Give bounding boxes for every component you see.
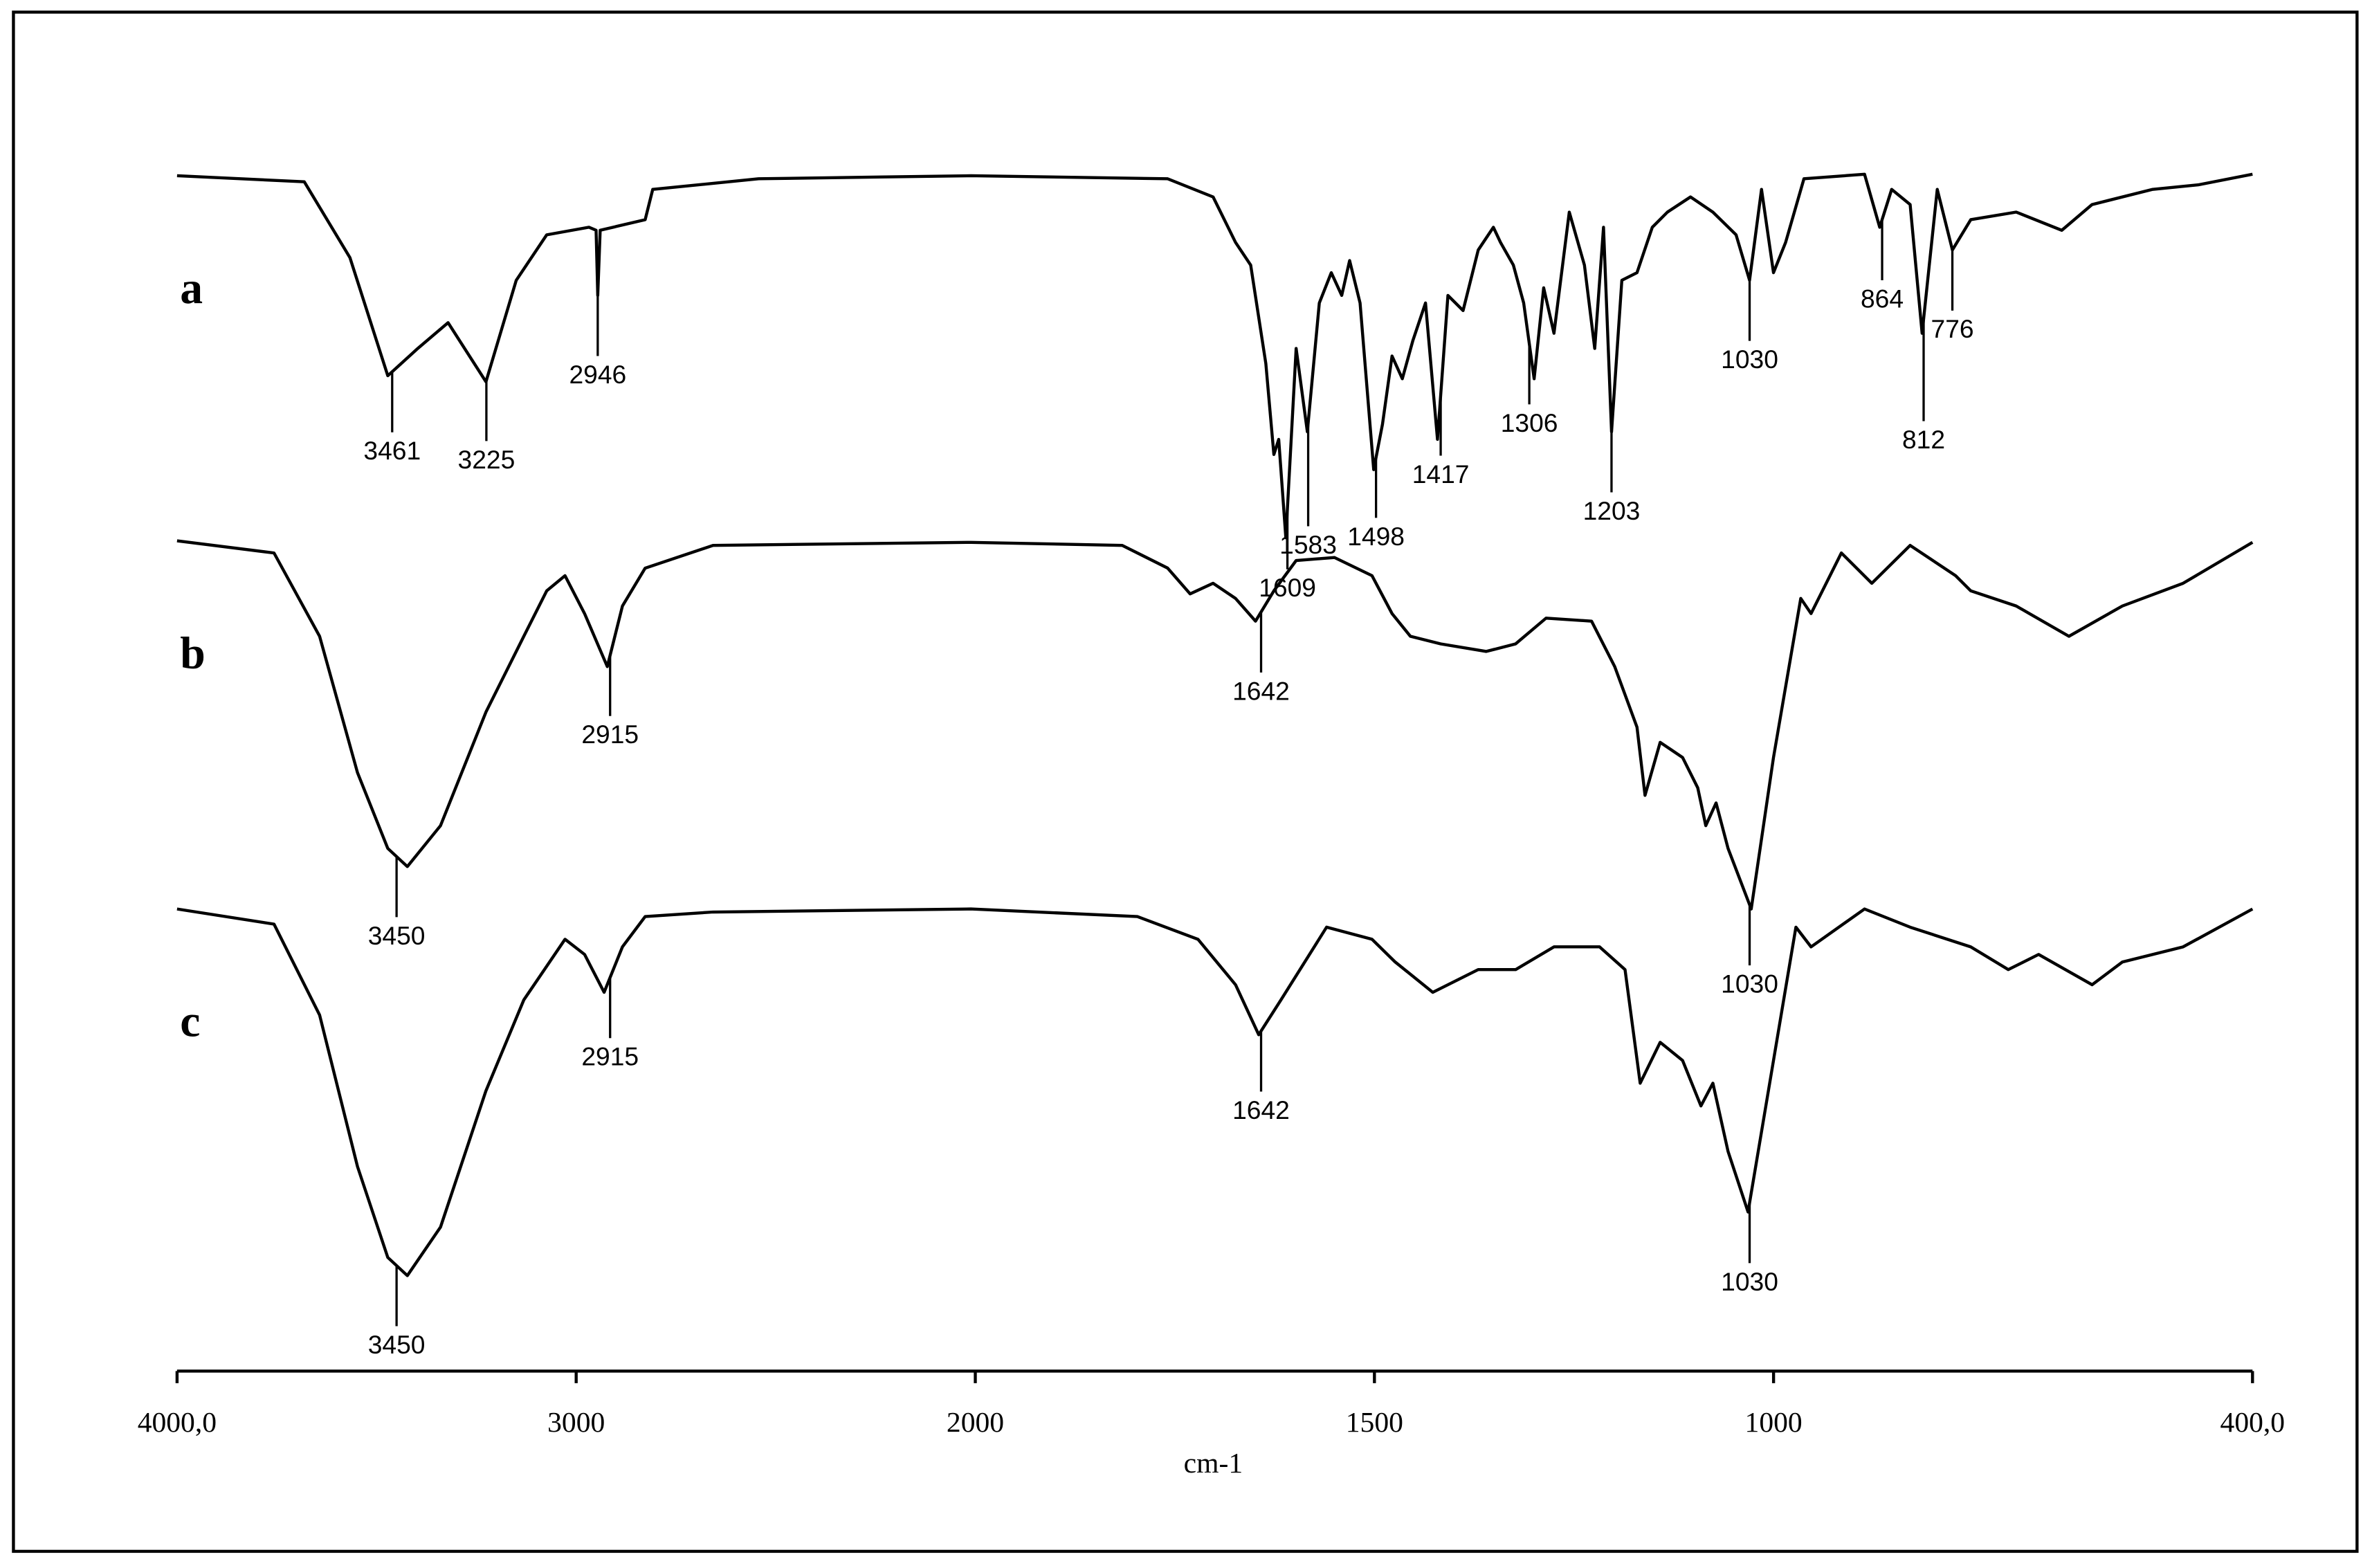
x-tick-label: 1000: [1745, 1406, 1803, 1438]
peak-label: 3461: [363, 436, 421, 465]
peak-label: 1642: [1232, 1095, 1290, 1124]
frame: [12, 10, 2359, 1553]
spectrum-line: [176, 172, 2253, 540]
peak-label: 1583: [1279, 530, 1337, 559]
peak-label: 1030: [1721, 969, 1778, 999]
peak-label: 1030: [1721, 1267, 1778, 1296]
peak-label: 1417: [1412, 459, 1470, 489]
peak-label: 1306: [1501, 408, 1558, 437]
peak-label: 1030: [1721, 345, 1778, 374]
peak-label: 1498: [1347, 522, 1405, 551]
peak-label: 3225: [458, 445, 516, 474]
x-tick-label: 3000: [547, 1406, 605, 1438]
peak-label: 2915: [581, 720, 639, 749]
x-tick-label: 2000: [947, 1406, 1004, 1438]
peak-label: 2915: [581, 1042, 639, 1071]
x-tick-label: 1500: [1346, 1406, 1403, 1438]
x-tick-label: 4000,0: [138, 1406, 217, 1438]
peak-label: 1203: [1583, 496, 1641, 525]
peak-label: 1642: [1232, 676, 1290, 705]
peak-label: 3450: [368, 921, 426, 950]
peak-label: 1609: [1259, 573, 1316, 602]
peak-label: 812: [1902, 425, 1945, 454]
peak-label: 2946: [569, 360, 626, 389]
series-label: b: [180, 628, 206, 679]
peak-label: 3450: [368, 1330, 426, 1359]
x-tick-label: 400,0: [2220, 1406, 2286, 1438]
spectrum-line: [176, 539, 2254, 911]
peak-label: 864: [1861, 284, 1904, 313]
series-label: c: [180, 996, 200, 1047]
peak-label: 776: [1931, 314, 1974, 343]
series-label: a: [180, 263, 203, 313]
spectrum-line: [176, 907, 2254, 1277]
x-axis-label: cm-1: [1184, 1447, 1243, 1479]
